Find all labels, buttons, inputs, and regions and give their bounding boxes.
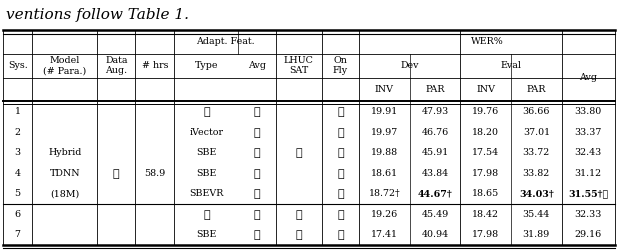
Text: On: On — [334, 56, 347, 65]
Text: ✗: ✗ — [254, 209, 260, 220]
Text: 18.42: 18.42 — [472, 210, 499, 219]
Text: 45.49: 45.49 — [421, 210, 449, 219]
Text: 31.12: 31.12 — [575, 169, 602, 178]
Text: Model: Model — [49, 56, 80, 65]
Text: WER%: WER% — [471, 38, 504, 46]
Text: 40.94: 40.94 — [421, 230, 449, 239]
Text: 32.33: 32.33 — [575, 210, 602, 219]
Text: ✗: ✗ — [337, 168, 344, 179]
Text: SBE: SBE — [197, 230, 217, 239]
Text: 33.80: 33.80 — [575, 107, 602, 116]
Text: 17.98: 17.98 — [472, 169, 499, 178]
Text: 17.54: 17.54 — [472, 148, 499, 157]
Text: 44.67†: 44.67† — [418, 189, 452, 198]
Text: 33.37: 33.37 — [575, 128, 602, 136]
Text: Dev: Dev — [400, 61, 419, 70]
Text: Hybrid: Hybrid — [48, 148, 82, 157]
Text: PAR: PAR — [527, 85, 546, 94]
Text: Type: Type — [195, 61, 218, 70]
Text: 18.65: 18.65 — [472, 189, 499, 198]
Text: 35.44: 35.44 — [523, 210, 550, 219]
Text: 33.82: 33.82 — [523, 169, 550, 178]
Text: ✓: ✓ — [337, 106, 344, 117]
Text: ✓: ✓ — [113, 168, 120, 179]
Text: 19.91: 19.91 — [371, 107, 398, 116]
Text: 18.20: 18.20 — [472, 128, 499, 136]
Text: Eval: Eval — [501, 61, 522, 70]
Text: 45.91: 45.91 — [421, 148, 449, 157]
Text: 2: 2 — [15, 128, 21, 136]
Text: (18M): (18M) — [50, 189, 80, 198]
Text: SAT: SAT — [289, 66, 308, 75]
Text: 17.98: 17.98 — [472, 230, 499, 239]
Text: 32.43: 32.43 — [575, 148, 602, 157]
Text: ✗: ✗ — [337, 209, 344, 220]
Text: 33.72: 33.72 — [523, 148, 550, 157]
Text: Avg: Avg — [248, 61, 266, 70]
Text: INV: INV — [476, 85, 495, 94]
Text: LHUC: LHUC — [284, 56, 314, 65]
Text: Data: Data — [105, 56, 127, 65]
Text: ✓: ✓ — [254, 229, 260, 240]
Text: ✗: ✗ — [203, 106, 210, 117]
Text: 19.26: 19.26 — [371, 210, 398, 219]
Text: 31.55†★: 31.55†★ — [568, 189, 608, 198]
Text: 17.41: 17.41 — [371, 230, 398, 239]
Text: Avg: Avg — [579, 73, 597, 82]
Text: ✗: ✗ — [254, 106, 260, 117]
Text: 18.72†: 18.72† — [369, 189, 400, 198]
Text: 47.93: 47.93 — [421, 107, 449, 116]
Text: INV: INV — [375, 85, 394, 94]
Text: 29.16: 29.16 — [575, 230, 602, 239]
Text: ✓: ✓ — [337, 188, 344, 199]
Text: 43.84: 43.84 — [421, 169, 449, 178]
Text: 19.76: 19.76 — [472, 107, 499, 116]
Text: ✓: ✓ — [254, 168, 260, 179]
Text: 36.66: 36.66 — [523, 107, 550, 116]
Text: ✓: ✓ — [295, 209, 302, 220]
Text: (# Para.): (# Para.) — [43, 66, 87, 75]
Text: ✓: ✓ — [337, 126, 344, 138]
Text: SBEVR: SBEVR — [189, 189, 224, 198]
Text: 46.76: 46.76 — [421, 128, 449, 136]
Text: ✗: ✗ — [295, 147, 302, 158]
Text: 6: 6 — [15, 210, 21, 219]
Text: 58.9: 58.9 — [145, 169, 166, 178]
Text: 5: 5 — [15, 189, 21, 198]
Text: 7: 7 — [15, 230, 21, 239]
Text: ✗: ✗ — [254, 126, 260, 138]
Text: 1: 1 — [15, 107, 21, 116]
Text: ✗: ✗ — [337, 229, 344, 240]
Text: Adapt. Feat.: Adapt. Feat. — [196, 38, 255, 46]
Text: iVector: iVector — [190, 128, 224, 136]
Text: SBE: SBE — [197, 148, 217, 157]
Text: 31.89: 31.89 — [523, 230, 550, 239]
Text: 18.61: 18.61 — [371, 169, 398, 178]
Text: 37.01: 37.01 — [523, 128, 550, 136]
Text: ✗: ✗ — [254, 188, 260, 199]
Text: TDNN: TDNN — [49, 169, 80, 178]
Text: 4: 4 — [15, 169, 21, 178]
Text: 19.97: 19.97 — [371, 128, 398, 136]
Text: ventions follow Table 1.: ventions follow Table 1. — [6, 8, 189, 22]
Text: ✗: ✗ — [203, 209, 210, 220]
Text: SBE: SBE — [197, 169, 217, 178]
Text: PAR: PAR — [425, 85, 445, 94]
Text: ✓: ✓ — [295, 229, 302, 240]
Text: ✓: ✓ — [337, 147, 344, 158]
Text: 19.88: 19.88 — [371, 148, 398, 157]
Text: 34.03†: 34.03† — [519, 189, 554, 198]
Text: Aug.: Aug. — [105, 66, 127, 75]
Text: ✗: ✗ — [254, 147, 260, 158]
Text: 3: 3 — [15, 148, 21, 157]
Text: # hrs: # hrs — [142, 61, 168, 70]
Text: Fly: Fly — [333, 66, 348, 75]
Text: Sys.: Sys. — [8, 61, 28, 70]
